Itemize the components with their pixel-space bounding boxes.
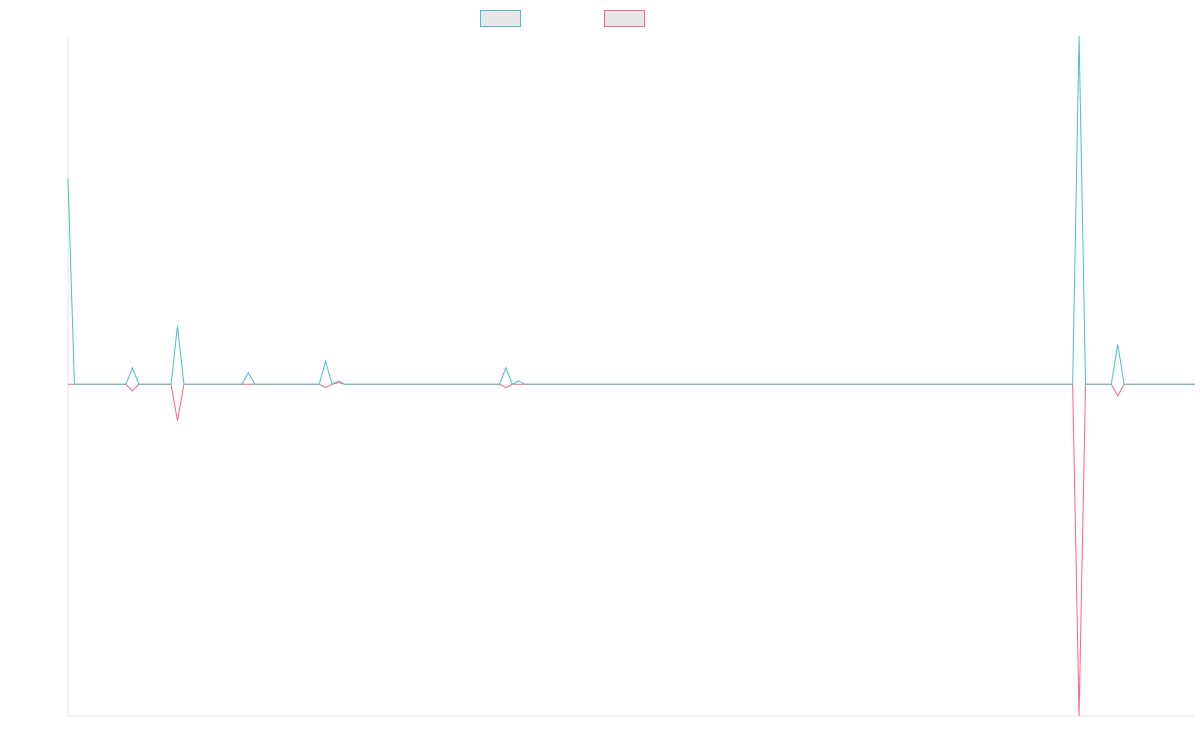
legend — [480, 10, 645, 27]
legend-swatch-1[interactable] — [480, 10, 521, 27]
series-layer — [67, 35, 1195, 717]
legend-swatch-2[interactable] — [604, 10, 645, 27]
axes — [67, 36, 1195, 717]
series-line-2 — [68, 382, 1195, 717]
series-line-1 — [67, 35, 1195, 386]
